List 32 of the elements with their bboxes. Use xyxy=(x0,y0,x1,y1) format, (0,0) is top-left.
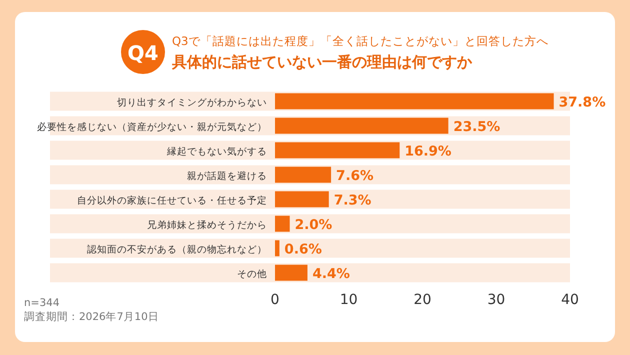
data-label: 16.9% xyxy=(404,143,452,160)
x-tick-label: 20 xyxy=(414,292,432,308)
y-tick-label: 自分以外の家族に任せている・任せる予定 xyxy=(77,194,267,206)
y-tick-label: 認知面の不安がある（親の物忘れなど） xyxy=(87,243,267,256)
y-tick-label: 必要性を感じない（資産が少ない・親が元気など） xyxy=(37,120,267,133)
x-tick-label: 10 xyxy=(340,292,358,308)
x-tick-label: 0 xyxy=(270,292,280,308)
y-tick-label: その他 xyxy=(237,268,267,280)
data-label: 4.4% xyxy=(312,266,350,282)
bar xyxy=(275,240,280,256)
data-label: 2.0% xyxy=(294,216,333,233)
bar xyxy=(275,216,290,232)
chart-subtitle: Q3で「話題には出た程度」「全く話したことがない」と回答した方へ xyxy=(172,34,548,48)
bar xyxy=(275,191,329,208)
text: n=344 xyxy=(24,297,60,309)
x-tick-label: 30 xyxy=(487,292,506,308)
chart-title: 具体的に話せていない一番の理由は何ですか xyxy=(171,53,473,71)
y-tick-label: 切り出すタイミングがわからない xyxy=(117,96,267,108)
x-tick-label: 40 xyxy=(561,292,579,308)
bar xyxy=(275,142,400,158)
y-tick-label: 縁起でもない気がする xyxy=(166,145,267,158)
text: 調査期間：2026年7月10日 xyxy=(24,310,159,323)
data-label: 23.5% xyxy=(453,118,501,135)
data-label: 7.3% xyxy=(334,192,372,208)
data-label: 0.6% xyxy=(284,241,322,258)
data-label: 7.6% xyxy=(336,168,374,184)
data-label: 37.8% xyxy=(558,94,606,110)
text: Q4 xyxy=(128,41,158,65)
y-tick-label: 兄弟姉妹と揉めそうだから xyxy=(147,218,267,231)
bar xyxy=(275,264,308,281)
y-tick-label: 親が話題を避ける xyxy=(187,170,267,182)
bar xyxy=(275,166,332,183)
